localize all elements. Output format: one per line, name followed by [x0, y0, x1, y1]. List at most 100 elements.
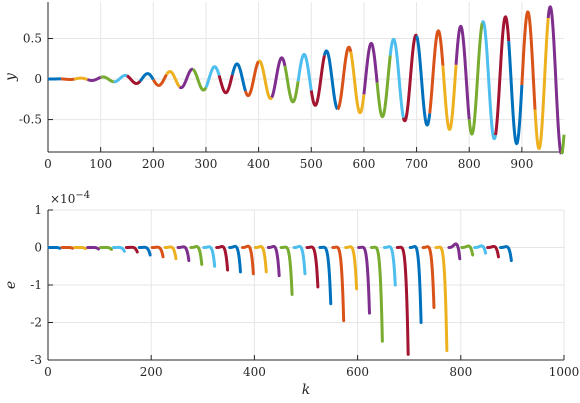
- error-segment: [473, 244, 488, 255]
- error-segment: [305, 245, 320, 289]
- x-tick-label: 900: [510, 157, 533, 171]
- x-tick-label: 0: [44, 365, 52, 379]
- series-segment: [481, 20, 498, 141]
- error-segment: [163, 245, 178, 261]
- bottom-axes: 0 200 400 600 800 1000 -3 -2 -1 0 1 e k ×10−4: [3, 190, 579, 398]
- error-segment: [112, 245, 126, 253]
- series-segment: [546, 5, 563, 155]
- error-segment: [357, 245, 371, 315]
- series-segment: [73, 76, 89, 82]
- series-segment: [441, 64, 458, 131]
- error-segment: [253, 245, 268, 274]
- error-segment: [344, 245, 359, 291]
- x-tick-label: 800: [449, 365, 472, 379]
- series-segment: [375, 55, 392, 119]
- x-tick-label: 400: [247, 157, 270, 171]
- x-tick-label: 600: [352, 157, 375, 171]
- x-tick-label: 700: [405, 157, 428, 171]
- y-axis-label: e: [3, 281, 19, 289]
- error-segment: [189, 245, 204, 266]
- error-segment: [266, 244, 281, 278]
- series-segment: [560, 134, 566, 155]
- error-segment: [460, 244, 475, 257]
- error-segment: [60, 245, 75, 250]
- error-segment: [99, 245, 113, 251]
- series-segment: [520, 10, 537, 110]
- error-segment: [318, 245, 333, 306]
- series-segment: [152, 73, 168, 87]
- x-tick-label: 1000: [549, 365, 580, 379]
- series-segment: [454, 24, 471, 120]
- y-tick-label: 0: [34, 72, 42, 86]
- error-segment: [434, 245, 449, 353]
- error-segment: [421, 245, 436, 309]
- series-segment: [217, 74, 234, 95]
- series-segment: [533, 17, 550, 151]
- x-axis-label: k: [302, 382, 310, 398]
- series-segment: [126, 74, 142, 85]
- series-segment: [309, 55, 326, 107]
- y-tick-label: 0.5: [23, 31, 42, 45]
- series-segment: [467, 22, 484, 136]
- error-segment: [202, 245, 217, 268]
- error-segment: [447, 242, 462, 261]
- error-segment: [86, 245, 101, 251]
- x-tick-label: 200: [142, 157, 165, 171]
- error-segment: [370, 245, 384, 343]
- series-segment: [349, 51, 366, 115]
- y-tick-label: -1: [30, 278, 42, 292]
- x-tick-label: 800: [458, 157, 481, 171]
- error-segment: [150, 245, 165, 259]
- error-segment: [73, 245, 88, 251]
- error-segment: [486, 244, 500, 259]
- series-segment: [362, 41, 379, 95]
- series-segment: [230, 62, 247, 92]
- series-segment: [415, 35, 432, 127]
- error-segment: [176, 245, 191, 263]
- y-tick-label: 0: [34, 241, 42, 255]
- x-tick-label: 100: [89, 157, 112, 171]
- series-segment: [60, 77, 76, 81]
- series-segment: [401, 33, 418, 123]
- series-segment: [296, 52, 313, 91]
- series-segment: [270, 56, 287, 99]
- y-exponent-label: ×10−4: [50, 190, 90, 206]
- series-segment: [507, 41, 524, 146]
- y-axis-label: y: [3, 72, 19, 82]
- series-segment: [86, 75, 102, 82]
- series-segment: [112, 73, 128, 84]
- error-segment: [228, 244, 242, 274]
- series-segment: [257, 59, 274, 101]
- error-segment: [331, 245, 346, 323]
- series-segment: [191, 68, 208, 92]
- error-segment: [124, 245, 139, 254]
- x-tick-label: 0: [44, 157, 52, 171]
- series-segment: [494, 15, 511, 136]
- top-axes: 0 100 200 300 400 500 600 700 800 900 -0.5 0 0.5 y: [3, 2, 566, 171]
- error-segment: [395, 245, 410, 356]
- x-tick-label: 600: [346, 365, 369, 379]
- error-segment: [137, 245, 152, 257]
- x-tick-label: 400: [243, 365, 266, 379]
- series-segment: [165, 70, 181, 88]
- series-segment: [99, 75, 115, 84]
- error-segment: [47, 245, 62, 250]
- error-segment: [499, 245, 513, 263]
- x-tick-label: 300: [195, 157, 218, 171]
- y-tick-label: -3: [30, 353, 42, 367]
- series-segment: [178, 67, 194, 90]
- x-tick-label: 500: [300, 157, 323, 171]
- error-segment: [382, 245, 397, 287]
- y-tick-label: 1: [34, 203, 42, 217]
- series-segment: [336, 45, 353, 111]
- series-segment: [204, 65, 221, 89]
- series-segment: [283, 65, 300, 104]
- y-tick-label: -2: [30, 316, 42, 330]
- series-segment: [244, 60, 260, 98]
- y-tick-label: -0.5: [19, 113, 42, 127]
- error-segment: [408, 244, 423, 324]
- error-segment: [292, 244, 307, 276]
- series-segment: [322, 49, 339, 111]
- x-tick-label: 200: [140, 365, 163, 379]
